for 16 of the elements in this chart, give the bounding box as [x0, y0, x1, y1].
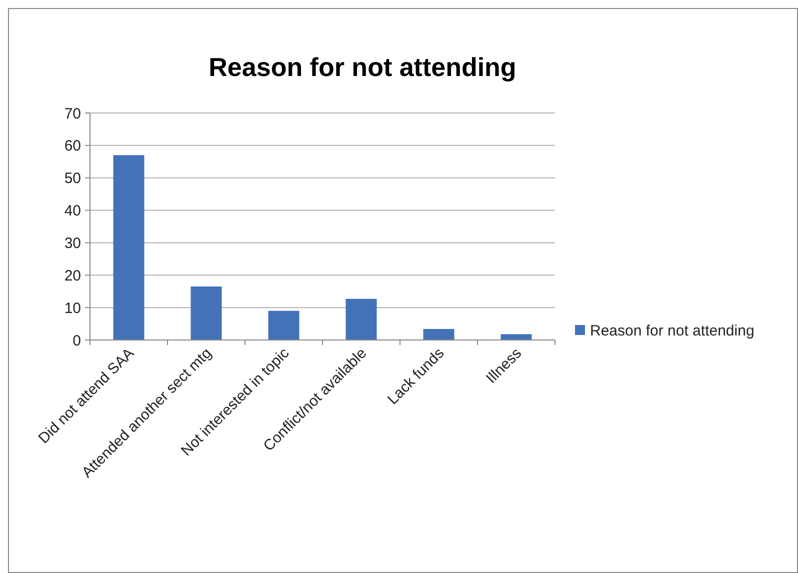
y-tick-label: 50 [64, 170, 81, 188]
bar [113, 155, 144, 340]
bar [268, 310, 300, 340]
legend-label: Reason for not attending [590, 322, 754, 340]
bar [423, 328, 454, 340]
chart-title: Reason for not attending [208, 52, 516, 82]
y-tick-label: 20 [64, 267, 81, 284]
y-tick-label: 70 [64, 105, 81, 122]
y-tick-label: 10 [64, 300, 81, 317]
bar [346, 298, 377, 340]
bar [190, 286, 222, 340]
bar [500, 334, 532, 340]
y-tick-label: 0 [72, 332, 81, 350]
y-tick-label: 30 [64, 234, 81, 252]
y-tick-label: 40 [64, 202, 81, 220]
y-tick-label: 60 [64, 138, 81, 155]
